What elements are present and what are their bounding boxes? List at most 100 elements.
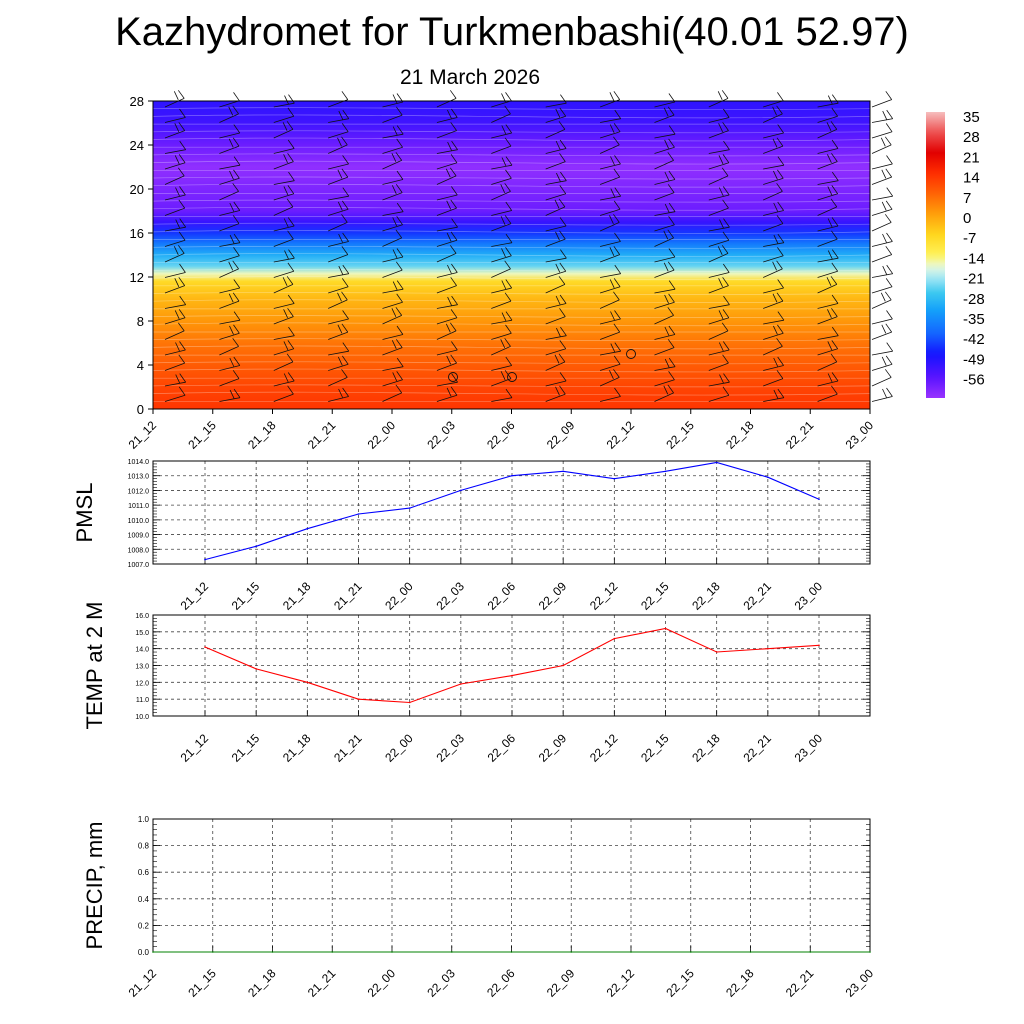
wind-barb	[654, 138, 675, 154]
wind-barb-shaft	[382, 315, 402, 325]
wind-barb-shaft	[273, 316, 294, 325]
wind-barb	[328, 200, 349, 216]
wind-barb-shaft	[328, 350, 349, 356]
wind-barb-flag	[718, 278, 723, 287]
wind-barb-flag	[555, 140, 561, 150]
wind-barb-flag	[282, 277, 288, 286]
x-tick-label: 21_15	[229, 579, 263, 613]
wind-barb	[763, 356, 784, 371]
wind-barb-flag	[233, 388, 241, 398]
wind-barb-shaft	[382, 392, 402, 402]
wind-barb-flag	[173, 91, 179, 100]
wind-barb-shaft	[436, 381, 458, 387]
wind-barb-flag	[178, 277, 186, 286]
wind-barb	[763, 247, 784, 263]
wind-barb-flag	[776, 370, 784, 379]
calm-wind-marker	[626, 349, 636, 359]
wind-barb	[273, 107, 295, 123]
wind-barb-flag	[886, 109, 894, 119]
x-tick-label: 22_21	[783, 966, 817, 1000]
wind-barb-shaft	[436, 162, 458, 170]
wind-barb-flag	[723, 373, 730, 383]
wind-barb	[654, 202, 676, 216]
wind-barb-shaft	[708, 98, 729, 108]
wind-barb-flag	[773, 325, 778, 335]
wind-barb-shaft	[871, 99, 892, 108]
x-tick-label: 21_12	[126, 966, 160, 1000]
wind-barb-shaft	[763, 191, 783, 201]
wind-barb	[871, 200, 893, 216]
wind-barb-flag	[555, 108, 561, 118]
colorbar-label: -49	[963, 351, 985, 368]
wind-barb	[817, 340, 839, 356]
wind-barb-flag	[501, 248, 506, 258]
x-tick-label: 21_12	[178, 731, 212, 765]
wind-barb-flag	[283, 309, 288, 318]
data-point	[818, 644, 820, 647]
wind-barb-shaft	[273, 206, 294, 216]
wind-barb-flag	[667, 184, 675, 193]
wind-barb-flag	[392, 281, 398, 291]
wind-barb-flag	[395, 106, 403, 116]
wind-barb-shaft	[436, 149, 458, 154]
wind-barb	[708, 90, 729, 108]
wind-barb	[164, 90, 185, 108]
wind-barb-flag	[284, 95, 289, 105]
wind-barb	[219, 292, 240, 309]
wind-barb-shaft	[708, 207, 729, 216]
wind-barb	[545, 198, 566, 216]
wind-barb-flag	[178, 386, 186, 396]
wind-barb-flag	[609, 215, 614, 224]
wind-barb-flag	[667, 229, 674, 239]
wind-barb	[382, 293, 403, 309]
y-tick-label: 1012.0	[128, 488, 150, 495]
wind-barb-flag	[229, 357, 235, 367]
wind-barb-shaft	[273, 348, 294, 356]
wind-barb	[763, 201, 784, 216]
data-point	[306, 527, 309, 530]
colorbar-label: -35	[963, 311, 985, 328]
wind-barb-shaft	[871, 350, 893, 356]
wind-barb-flag	[663, 230, 669, 240]
wind-barb	[491, 183, 511, 201]
wind-barb-shaft	[273, 335, 295, 340]
wind-barb-flag	[283, 341, 289, 351]
wind-barb-flag	[338, 265, 344, 275]
wind-barb-flag	[337, 169, 343, 179]
wind-barb-flag	[558, 198, 566, 208]
wind-barb-flag	[447, 264, 452, 274]
wind-barb	[164, 322, 185, 340]
wind-barb	[600, 187, 622, 201]
wind-barb-shaft	[871, 286, 893, 294]
wind-barb	[491, 338, 511, 356]
x-tick-label: 23_00	[843, 418, 877, 452]
data-point	[809, 951, 812, 953]
wind-barb	[382, 261, 403, 278]
wind-barb-flag	[505, 356, 513, 366]
wind-barb-shaft	[491, 113, 511, 123]
wind-barb-flag	[881, 169, 887, 179]
contour-line	[152, 199, 871, 203]
wind-barb	[871, 387, 893, 402]
wind-barb	[436, 231, 458, 247]
data-point	[767, 647, 769, 650]
wind-barb-flag	[179, 186, 186, 196]
wind-barb	[654, 293, 675, 309]
wind-barb-flag	[391, 185, 397, 194]
wind-barb	[871, 232, 893, 247]
wind-barb-flag	[342, 387, 349, 397]
y-tick-label: 15.0	[135, 630, 149, 637]
wind-barb-shaft	[491, 300, 512, 309]
wind-barb-shaft	[871, 241, 893, 247]
wind-barb-shaft	[600, 273, 621, 278]
wind-barb	[654, 357, 676, 371]
wind-barb	[382, 357, 404, 371]
wind-barb-shaft	[328, 222, 348, 232]
wind-barb-flag	[560, 326, 567, 336]
wind-barb-flag	[449, 245, 457, 254]
wind-barb-shaft	[708, 253, 729, 263]
wind-barb-flag	[233, 247, 240, 257]
wind-barb-flag	[614, 310, 621, 320]
wind-barb-shaft	[871, 222, 892, 232]
wind-barb-shaft	[545, 206, 566, 216]
